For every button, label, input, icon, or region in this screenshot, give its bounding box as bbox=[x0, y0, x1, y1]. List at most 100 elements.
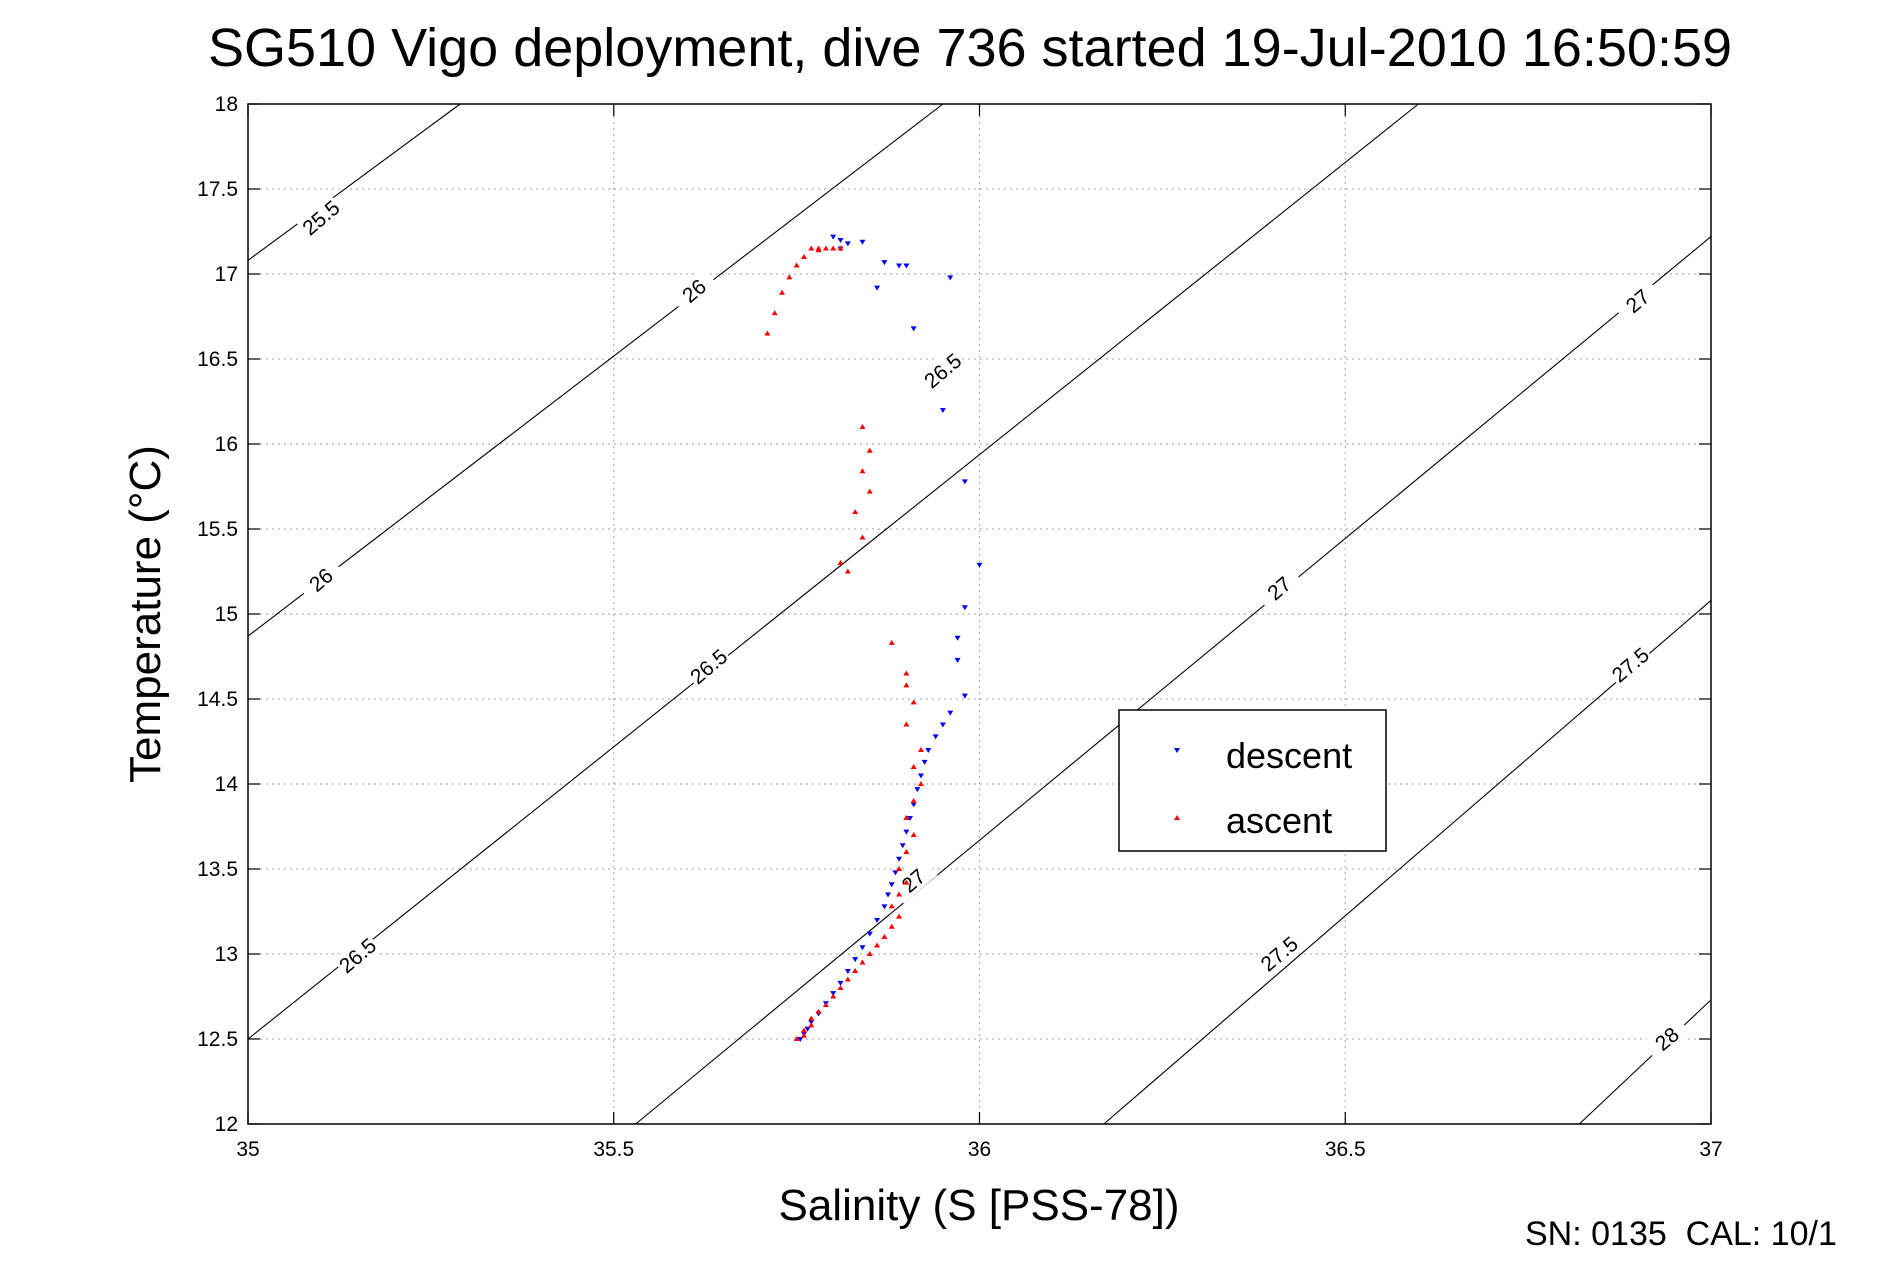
descent-point bbox=[859, 945, 866, 951]
ascent-point bbox=[910, 699, 917, 705]
ascent-point bbox=[844, 568, 851, 574]
ascent-point bbox=[896, 913, 903, 919]
ascent-point bbox=[778, 289, 785, 295]
contour-label-background bbox=[332, 931, 382, 979]
descent-point bbox=[859, 239, 866, 245]
contour-label-background bbox=[1605, 640, 1655, 688]
contour-label-background bbox=[295, 555, 346, 603]
ascent-point bbox=[808, 1015, 815, 1021]
contour-label-background bbox=[683, 642, 733, 690]
ascent-point bbox=[866, 447, 873, 453]
ascent-point bbox=[910, 764, 917, 769]
y-tick-label: 15 bbox=[215, 603, 238, 626]
descent-point bbox=[910, 802, 917, 808]
ascent-point bbox=[881, 934, 888, 939]
ascent-point bbox=[808, 1022, 815, 1028]
ascent-point bbox=[874, 942, 881, 948]
y-tick-label: 12 bbox=[215, 1113, 238, 1136]
contour-label-background bbox=[1254, 564, 1304, 612]
descent-point bbox=[892, 870, 899, 876]
x-tick-label: 35.5 bbox=[593, 1138, 634, 1161]
legend-ascent-marker bbox=[1174, 815, 1180, 820]
descent-point bbox=[917, 773, 924, 779]
descent-point bbox=[804, 1026, 811, 1032]
y-tick-label: 17.5 bbox=[197, 178, 238, 201]
ascent-point bbox=[837, 245, 844, 251]
descent-point bbox=[910, 326, 917, 332]
ascent-point bbox=[830, 993, 837, 999]
descent-point bbox=[939, 722, 946, 728]
contour-label-background bbox=[888, 856, 938, 904]
descent-point bbox=[885, 892, 892, 898]
footer-serial-calibration: SN: 0135 CAL: 10/1 bbox=[1525, 1215, 1837, 1253]
contour-label-background bbox=[1254, 929, 1304, 977]
y-tick-label: 17 bbox=[215, 263, 238, 286]
descent-point bbox=[899, 843, 906, 849]
ascent-point bbox=[888, 923, 895, 929]
descent-point bbox=[837, 980, 844, 986]
descent-point bbox=[961, 605, 968, 611]
x-tick-label: 36.5 bbox=[1325, 1138, 1366, 1161]
ascent-point bbox=[903, 849, 910, 854]
ascent-point bbox=[830, 245, 837, 251]
y-axis-title: Temperature (°C) bbox=[121, 445, 170, 783]
ascent-point bbox=[917, 781, 924, 786]
descent-point bbox=[881, 904, 888, 910]
isopycnal-27-5 bbox=[1103, 599, 1712, 1125]
ascent-point bbox=[896, 866, 903, 871]
descent-point bbox=[947, 710, 954, 716]
ascent-point bbox=[800, 1032, 807, 1038]
tick-layer: 35 35.5 36 36.5 37 12 12.5 13 13.5 14 14.5 15 15.5 16… bbox=[197, 93, 1723, 1161]
ascent-point bbox=[859, 534, 866, 540]
y-tick-label: 13.5 bbox=[197, 858, 238, 881]
ascent-point bbox=[903, 879, 910, 885]
ascent-point bbox=[815, 1008, 822, 1014]
y-tick-label: 12.5 bbox=[197, 1028, 238, 1051]
ascent-point bbox=[852, 509, 859, 514]
descent-point bbox=[921, 759, 928, 765]
ascent-point bbox=[852, 968, 859, 973]
contour-label-group: 27.5 bbox=[1254, 929, 1304, 977]
descent-point bbox=[852, 957, 859, 963]
ascent-point bbox=[859, 959, 866, 965]
descent-point bbox=[914, 787, 921, 793]
ascent-point bbox=[793, 262, 800, 268]
series-layer bbox=[764, 234, 983, 1042]
ascent-point bbox=[903, 815, 910, 820]
descent-point bbox=[797, 1037, 804, 1042]
isopycnal-26-5 bbox=[247, 103, 1419, 1040]
isopycnal-26 bbox=[247, 103, 944, 637]
descent-point bbox=[874, 918, 881, 923]
ascent-point bbox=[837, 560, 844, 565]
x-tick-label: 36 bbox=[968, 1138, 991, 1161]
descent-point bbox=[947, 275, 954, 281]
descent-point bbox=[837, 238, 844, 243]
y-tick-label: 18 bbox=[215, 93, 238, 116]
x-axis-title: Salinity (S [PSS-78]) bbox=[778, 1181, 1179, 1230]
ascent-point bbox=[800, 1027, 807, 1033]
ascent-point bbox=[808, 245, 815, 251]
contour-label-background bbox=[295, 193, 346, 241]
ascent-point bbox=[786, 274, 793, 280]
y-tick-label: 13 bbox=[215, 943, 238, 966]
legend-ascent-label: ascent bbox=[1226, 800, 1332, 841]
x-tick-label: 35 bbox=[236, 1138, 259, 1161]
ascent-point bbox=[866, 488, 873, 494]
descent-point bbox=[954, 657, 961, 663]
legend-descent-marker bbox=[1174, 748, 1180, 753]
ascent-point bbox=[822, 245, 829, 251]
descent-point bbox=[896, 263, 903, 269]
contour-label-background bbox=[917, 346, 967, 394]
descent-point bbox=[881, 260, 888, 266]
descent-point bbox=[896, 856, 903, 862]
contour-label-background bbox=[669, 266, 719, 314]
isopycnal-27 bbox=[635, 236, 1712, 1125]
descent-point bbox=[976, 562, 983, 568]
ascent-point bbox=[903, 670, 910, 676]
ascent-point bbox=[837, 985, 844, 990]
ascent-point bbox=[910, 798, 917, 803]
ascent-point bbox=[815, 247, 822, 253]
legend-box bbox=[1118, 709, 1387, 852]
descent-point bbox=[932, 734, 939, 740]
